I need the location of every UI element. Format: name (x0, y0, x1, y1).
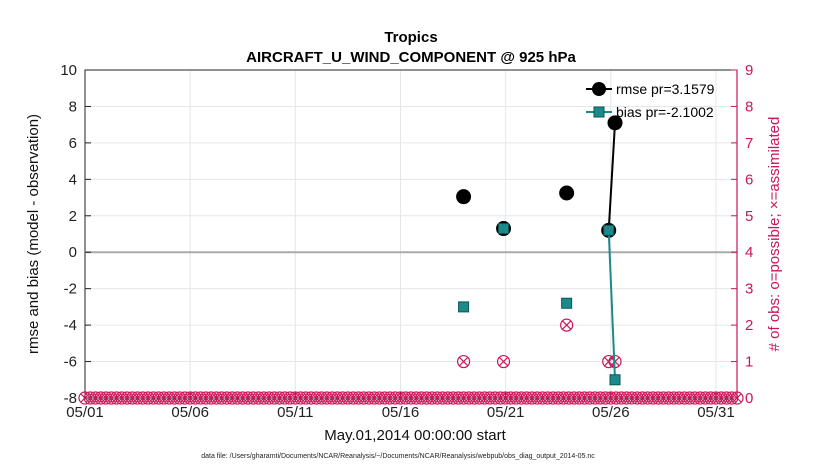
y2-tick-label: 5 (745, 208, 753, 225)
y-tick-label: 4 (69, 171, 77, 188)
legend-rmse-label: rmse pr=3.1579 (616, 81, 715, 97)
obs-zero-marker (730, 391, 744, 405)
x-tick-label: 05/06 (171, 404, 209, 421)
x-tick-label: 05/01 (66, 404, 104, 421)
y-tick-label: -8 (64, 390, 77, 407)
y2-tick-label: 9 (745, 62, 753, 79)
obs-count-marker (560, 318, 574, 332)
legend-bias-marker (593, 106, 605, 118)
bias-point (458, 301, 470, 313)
y-tick-label: 2 (69, 208, 77, 225)
obs-count-markers (78, 318, 744, 405)
obs-assimilated-cross (562, 320, 572, 330)
y-tick-label: 8 (69, 98, 77, 115)
y2-tick-label: 1 (745, 354, 753, 371)
bias-point (498, 223, 510, 235)
y-tick-label: -2 (64, 281, 77, 298)
legend-bias-label: bias pr=-2.1002 (616, 104, 714, 120)
y2-tick-label: 7 (745, 135, 753, 152)
obs-possible-marker (496, 354, 511, 369)
series-line-0 (607, 122, 617, 231)
chart-subtitle: AIRCRAFT_U_WIND_COMPONENT @ 925 hPa (246, 49, 576, 66)
obs-possible-marker (456, 354, 471, 369)
y-tick-label: -6 (64, 354, 77, 371)
legend-rmse-marker (592, 82, 606, 96)
y-axis-label: rmse and bias (model - observation) (25, 114, 42, 354)
x-axis-label: May.01,2014 00:00:00 start (324, 427, 506, 444)
chart-title: Tropics (384, 29, 437, 46)
series-lines (456, 115, 623, 386)
y-tick-label: 10 (60, 62, 77, 79)
x-tick-label: 05/26 (592, 404, 630, 421)
bias-point (603, 224, 615, 236)
legend: rmse pr=3.1579 bias pr=-2.1002 (586, 81, 715, 120)
y2-axis-label: # of obs: o=possible; ×=assimilated (766, 117, 783, 352)
x-tick-label: 05/11 (277, 404, 313, 421)
y-tick-label: 6 (69, 135, 77, 152)
obs-assimilated-cross (459, 357, 469, 366)
bias-point (561, 297, 573, 309)
y2-tick-label: 2 (745, 317, 753, 334)
y2-tick-label: 6 (745, 171, 753, 188)
x-tick-label: 05/31 (697, 404, 735, 421)
y2-tick-label: 4 (745, 244, 753, 261)
y-tick-label: 0 (69, 244, 77, 261)
footnote: data file: /Users/gharamti/Documents/NCA… (201, 453, 595, 460)
obs-possible-marker (560, 318, 574, 332)
y2-tick-label: 3 (745, 281, 753, 298)
rmse-point (607, 115, 623, 131)
bias-point (609, 374, 621, 386)
axis-ticks: -8 -6 -4 -2 0 2 4 6 8 10 0 1 2 3 4 5 6 7 8 9 05/01 05/06 05/11… (60, 62, 753, 421)
obs-possible-marker (730, 391, 744, 405)
y-tick-label: -4 (64, 317, 77, 334)
obs-assimilated-cross (499, 357, 508, 366)
obs-assimilated-cross (732, 393, 742, 403)
x-tick-label: 05/16 (382, 404, 420, 421)
y2-tick-label: 8 (745, 98, 753, 115)
series-line-1 (607, 230, 617, 380)
rmse-point (456, 189, 472, 205)
x-tick-label: 05/21 (487, 404, 525, 421)
rmse-point (559, 185, 575, 201)
obs-count-marker (456, 354, 471, 369)
y2-tick-label: 0 (745, 390, 753, 407)
obs-count-marker (496, 354, 511, 369)
